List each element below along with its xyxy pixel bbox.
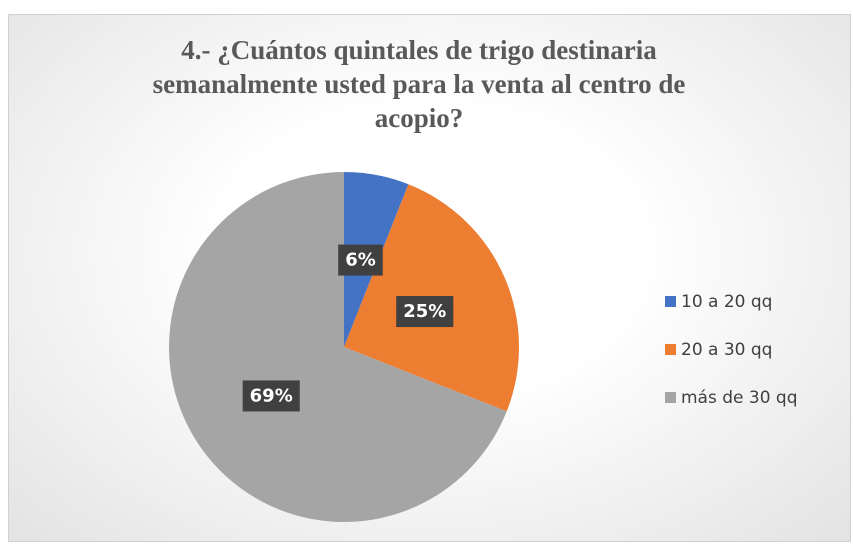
data-label: 6% [345, 250, 376, 271]
data-label-box [242, 380, 300, 412]
legend-swatch [665, 344, 676, 355]
chart-title: 4.- ¿Cuántos quintales de trigo destinar… [152, 35, 686, 133]
legend-label: 20 a 30 qq [681, 340, 772, 360]
legend-swatch [665, 392, 676, 403]
data-label-box [396, 296, 454, 328]
data-label: 25% [403, 301, 446, 322]
legend-label: más de 30 qq [681, 388, 798, 408]
legend-label: 10 a 20 qq [681, 292, 772, 312]
data-label-box [338, 244, 383, 276]
legend-swatch [665, 296, 676, 307]
pie-slice [168, 172, 507, 522]
data-label: 69% [250, 385, 293, 406]
